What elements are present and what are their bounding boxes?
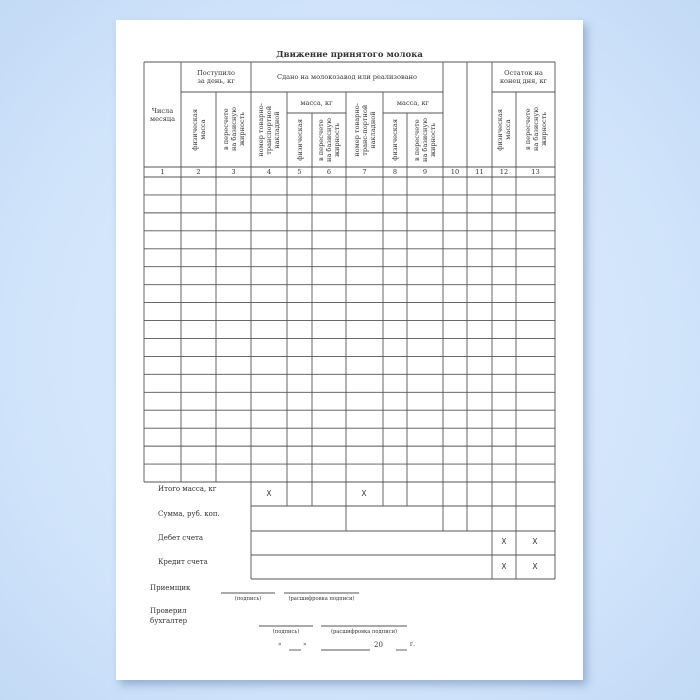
document-page — [116, 20, 583, 680]
column-number-11: 11 — [475, 168, 484, 176]
header-balance: Остаток на конец дня, кг — [499, 69, 548, 85]
date-year-prefix: 20 — [374, 641, 383, 649]
credit-label: Кредит счета — [158, 558, 208, 566]
credit-mark-col13: Х — [532, 562, 538, 571]
column-number-7: 7 — [362, 168, 367, 176]
header-mass-2-physical: физическая — [391, 119, 399, 161]
column-number-3: 3 — [231, 168, 236, 176]
total-mark-col7: Х — [361, 489, 367, 498]
header-day: Числа месяца — [149, 106, 176, 123]
header-balance-base: в пересчете на базисную жирность — [523, 107, 548, 152]
header-received: Поступило за день, кг — [197, 69, 235, 85]
receiver-decoding-caption: (расшифровка подписи) — [288, 596, 355, 602]
header-mass-2-base: в пересчете на базисную жирность — [413, 117, 437, 163]
header-received-physical: физическая масса — [190, 108, 207, 151]
header-mass-2: масса, кг — [396, 98, 430, 107]
header-mass-1-physical: физическая — [295, 119, 304, 161]
total-mark-col4: Х — [266, 489, 272, 498]
accountant-signature-caption: (подпись) — [272, 629, 300, 635]
header-delivered: Сдано на молокозавод или реализовано — [277, 73, 417, 81]
form-title: Движение принятого молока — [276, 50, 423, 60]
column-number-6: 6 — [326, 168, 332, 176]
column-number-1: 1 — [160, 168, 165, 176]
column-number-8: 8 — [392, 168, 398, 176]
column-number-2: 2 — [196, 168, 201, 176]
column-number-10: 10 — [450, 168, 460, 176]
column-number-12: 12 — [499, 168, 509, 176]
header-balance-physical: физическая масса — [496, 108, 512, 151]
debit-label: Дебет счета — [158, 534, 204, 542]
header-mass-1: масса, кг — [300, 98, 333, 107]
debit-mark-col13: Х — [532, 537, 538, 546]
column-number-4: 4 — [266, 168, 272, 176]
column-number-13: 13 — [531, 168, 540, 176]
header-received-base: в пересчете на базисную жирность — [221, 107, 246, 152]
column-number-9: 9 — [422, 168, 428, 176]
header-waybill-2: номер товарно- транс-портной накладной — [352, 102, 377, 157]
sum-label: Сумма, руб. коп. — [158, 510, 220, 518]
header-mass-1-base: в пересчете на базисную жирность — [317, 117, 341, 163]
accountant-decoding-caption: (расшифровка подписи) — [330, 629, 398, 635]
column-number-5: 5 — [297, 168, 302, 176]
credit-mark-col12: Х — [501, 562, 507, 571]
date-close-quote: » — [303, 641, 307, 648]
total-mass-label: Итого масса, кг — [158, 485, 217, 493]
header-waybill-1: номер товарно- транспортной накладной — [257, 102, 281, 157]
debit-mark-col12: Х — [501, 537, 507, 546]
date-year-suffix: г. — [410, 641, 416, 648]
receiver-label: Приемщик — [150, 584, 191, 592]
date-open-quote: « — [278, 641, 282, 648]
accountant-label: Проверил бухгалтер — [150, 607, 188, 625]
receiver-signature-caption: (подпись) — [234, 596, 262, 602]
